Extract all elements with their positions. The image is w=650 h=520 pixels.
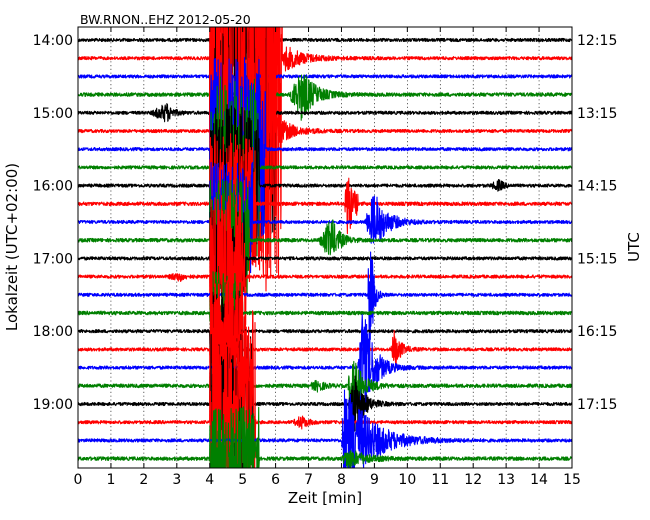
x-tick-label: 0	[74, 472, 83, 488]
trace-1430	[78, 74, 572, 79]
trace-1730	[78, 251, 572, 366]
trace-1445	[78, 74, 572, 121]
utc-tick-label: 12:15	[577, 33, 617, 49]
trace-1515	[78, 27, 572, 292]
local-tick-label: 15:00	[33, 106, 73, 122]
x-tick-label: 8	[337, 472, 346, 488]
trace-1530	[78, 57, 572, 242]
trace-1715	[78, 194, 572, 359]
x-tick-label: 11	[431, 472, 449, 488]
trace-1700	[78, 206, 572, 311]
trace-1630	[78, 161, 572, 284]
utc-tick-label: 13:15	[577, 106, 617, 122]
trace-1830	[78, 314, 572, 431]
utc-axis: 12:15 13:15 14:15 15:15 16:15 17:15	[567, 33, 617, 413]
x-tick-label: 14	[530, 472, 548, 488]
trace-1500	[78, 27, 572, 235]
trace-1845	[78, 360, 572, 418]
traces-group	[78, 27, 572, 468]
x-axis: 0 1 2 3 4 5 6 7 8 9 10 11 12 13 14 15	[74, 27, 581, 488]
x-tick-label: 2	[139, 472, 148, 488]
trace-1400	[78, 27, 572, 75]
x-tick-label: 4	[205, 472, 214, 488]
right-axis-label: UTC	[625, 232, 643, 262]
trace-1615	[78, 133, 572, 276]
trace-1815	[78, 277, 572, 421]
local-tick-label: 18:00	[33, 324, 73, 340]
trace-1915	[78, 304, 572, 468]
trace-1545	[78, 76, 572, 258]
x-tick-label: 5	[238, 472, 247, 488]
x-tick-label: 3	[172, 472, 181, 488]
x-tick-label: 13	[497, 472, 515, 488]
trace-1930	[78, 389, 572, 468]
trace-1900	[78, 332, 572, 468]
x-tick-label: 6	[271, 472, 280, 488]
x-tick-label: 9	[370, 472, 379, 488]
trace-1415	[78, 27, 572, 281]
trace-1800	[78, 290, 572, 373]
trace-1600	[78, 104, 572, 268]
x-axis-label: Zeit [min]	[288, 489, 362, 507]
local-tick-label: 19:00	[33, 397, 73, 413]
utc-tick-label: 15:15	[577, 251, 617, 267]
local-tick-label: 17:00	[33, 251, 73, 267]
local-tick-label: 14:00	[33, 33, 73, 49]
trace-1645	[78, 178, 572, 302]
left-axis-label: Lokalzeit (UTC+02:00)	[3, 163, 21, 331]
chart-title: BW.RNON..EHZ 2012-05-20	[80, 12, 251, 27]
x-tick-label: 7	[304, 472, 313, 488]
plot-frame	[77, 26, 573, 469]
x-tick-label: 15	[563, 472, 581, 488]
trace-1945	[78, 406, 572, 468]
x-tick-label: 12	[464, 472, 482, 488]
utc-tick-label: 17:15	[577, 397, 617, 413]
x-tick-label: 1	[106, 472, 115, 488]
local-tick-label: 16:00	[33, 179, 73, 195]
x-tick-label: 10	[398, 472, 416, 488]
utc-tick-label: 14:15	[577, 179, 617, 195]
utc-tick-label: 16:15	[577, 324, 617, 340]
trace-1745	[78, 271, 572, 356]
local-time-axis: 14:00 15:00 16:00 17:00 18:00 19:00	[33, 33, 83, 413]
